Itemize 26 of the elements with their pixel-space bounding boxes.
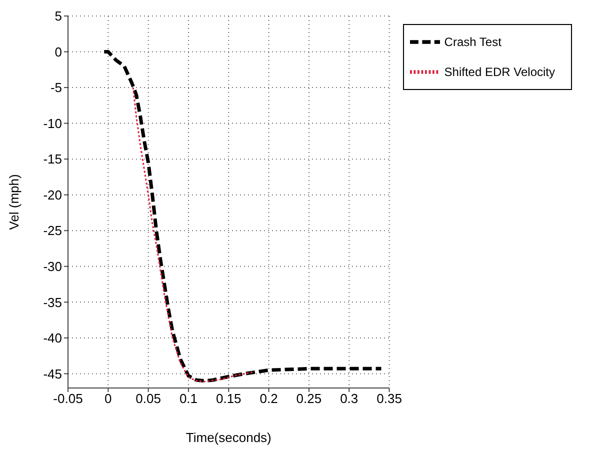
x-tick-label: 0.35 (376, 391, 402, 406)
legend-label: Crash Test (444, 35, 502, 50)
x-tick-label: 0.05 (136, 391, 161, 406)
y-tick-label: -30 (43, 259, 62, 274)
y-tick-label: 5 (54, 8, 62, 24)
y-tick-label: -45 (43, 366, 62, 382)
x-tick-label: -0.05 (53, 391, 83, 406)
line-series (102, 50, 383, 383)
y-tick-label: -5 (50, 80, 62, 96)
x-tick-label: 0.3 (340, 391, 358, 406)
x-tick-label: 0.2 (260, 391, 278, 406)
y-axis-title: Vel (mph) (6, 174, 22, 230)
x-tick-label: 0.25 (296, 391, 322, 406)
y-tick-label: -35 (43, 294, 62, 310)
y-tick-label: -10 (43, 116, 62, 131)
x-tick-label: 0 (104, 391, 112, 406)
x-tick-label: 0.15 (216, 391, 242, 406)
y-tick-label: -20 (43, 187, 62, 202)
line-series (132, 86, 254, 382)
y-tick-label: -25 (43, 223, 62, 238)
x-tick-label: 0.1 (179, 391, 198, 406)
x-axis-title: Time(seconds) (186, 430, 272, 445)
y-tick-label: -40 (43, 330, 62, 346)
y-tick-label: -15 (43, 152, 62, 167)
y-tick-label: 0 (54, 44, 62, 60)
legend-label: Shifted EDR Velocity (444, 65, 555, 80)
